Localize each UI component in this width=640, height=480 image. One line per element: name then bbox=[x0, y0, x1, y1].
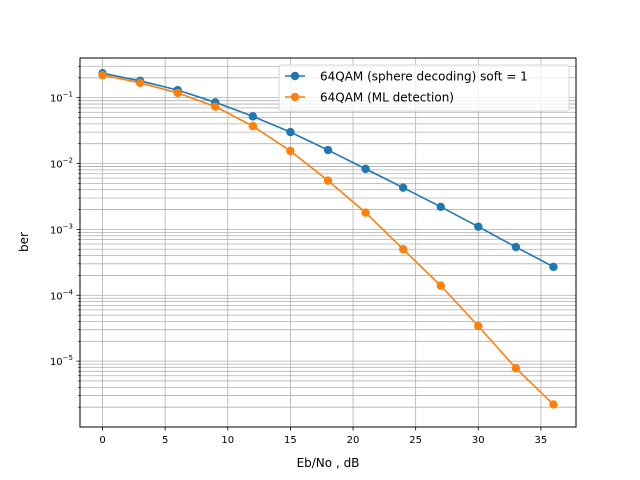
y-tick-exponent: −2 bbox=[63, 157, 73, 165]
y-tick-exponent: −1 bbox=[63, 91, 73, 99]
data-point bbox=[436, 202, 445, 212]
legend-label: 64QAM (sphere decoding) soft = 1 bbox=[320, 70, 528, 84]
y-tick-base: 10 bbox=[50, 291, 63, 302]
data-point bbox=[549, 400, 558, 409]
x-axis-label: Eb/No , dB bbox=[297, 456, 360, 470]
y-tick-label: 10−3 bbox=[50, 222, 73, 236]
data-point bbox=[511, 364, 521, 373]
x-tick-label: 20 bbox=[347, 435, 360, 446]
data-point bbox=[286, 146, 295, 156]
y-tick-exponent: −3 bbox=[63, 222, 73, 230]
data-point bbox=[323, 176, 333, 185]
data-point bbox=[436, 281, 445, 290]
data-point bbox=[549, 262, 558, 272]
plot-frame bbox=[79, 57, 577, 428]
data-point bbox=[511, 242, 521, 252]
legend-swatch-marker bbox=[290, 92, 300, 102]
data-point bbox=[286, 127, 295, 137]
y-tick-label: 10−2 bbox=[50, 157, 73, 171]
data-point bbox=[361, 208, 370, 217]
y-tick-exponent: −4 bbox=[63, 288, 74, 296]
data-point bbox=[248, 121, 258, 131]
y-tick-base: 10 bbox=[50, 225, 63, 236]
legend-swatch-marker bbox=[290, 71, 300, 81]
data-point bbox=[323, 145, 333, 155]
y-axis-label: ber bbox=[17, 232, 31, 252]
data-point bbox=[173, 88, 182, 98]
x-tick-label: 10 bbox=[221, 435, 234, 446]
data-point bbox=[474, 222, 483, 231]
legend-label: 64QAM (ML detection) bbox=[320, 91, 454, 105]
data-point bbox=[398, 245, 408, 254]
legend: 64QAM (sphere decoding) soft = 1 64QAM (M… bbox=[278, 64, 570, 112]
ticks: 10−510−410−310−210−10 5 10 15 20 25 30 35 bbox=[50, 65, 548, 446]
x-tick-label: 35 bbox=[535, 435, 548, 446]
legend-box bbox=[278, 64, 570, 112]
y-tick-exponent: −5 bbox=[63, 354, 73, 362]
series-layer bbox=[98, 69, 558, 409]
y-tick-label: 10−5 bbox=[50, 354, 73, 368]
data-point bbox=[135, 78, 145, 88]
y-tick-base: 10 bbox=[50, 160, 63, 171]
data-point bbox=[361, 164, 370, 174]
data-point bbox=[211, 102, 220, 111]
x-tick-label: 15 bbox=[284, 435, 297, 446]
y-tick-base: 10 bbox=[50, 94, 63, 105]
grid bbox=[80, 58, 576, 427]
x-tick-label: 25 bbox=[409, 435, 422, 446]
data-point bbox=[398, 183, 408, 192]
data-point bbox=[248, 112, 258, 121]
x-tick-label: 30 bbox=[472, 435, 485, 446]
data-point bbox=[98, 70, 107, 80]
x-tick-label: 0 bbox=[99, 435, 105, 446]
data-point bbox=[474, 321, 483, 331]
y-tick-label: 10−1 bbox=[50, 91, 73, 105]
series-2 bbox=[98, 70, 558, 409]
y-tick-label: 10−4 bbox=[50, 288, 74, 302]
y-tick-base: 10 bbox=[50, 357, 63, 368]
x-tick-label: 5 bbox=[162, 435, 168, 446]
